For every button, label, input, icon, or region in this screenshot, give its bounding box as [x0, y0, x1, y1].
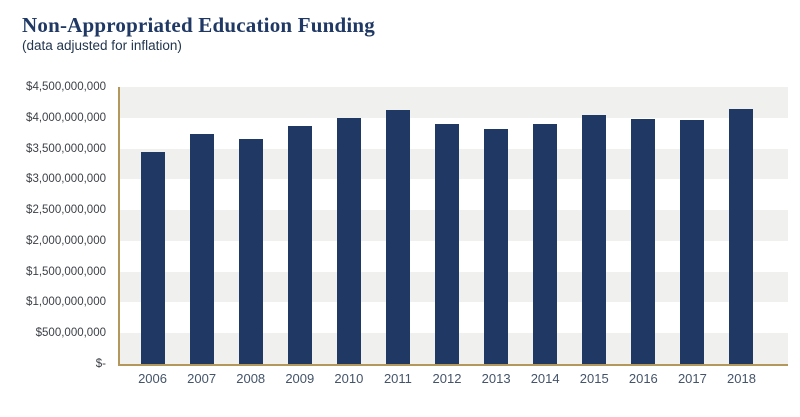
- bar-slot: [619, 87, 668, 364]
- bar-slot: [275, 87, 324, 364]
- y-tick-label: $2,000,000,000: [26, 234, 106, 247]
- bar-2008: [238, 139, 263, 364]
- chart-header: Non-Appropriated Education Funding (data…: [22, 13, 375, 54]
- x-tick-label: 2008: [236, 371, 266, 386]
- bar-2014: [533, 123, 558, 364]
- bar-2017: [680, 119, 705, 364]
- x-axis-line: [118, 364, 788, 366]
- bar-2018: [729, 109, 754, 364]
- x-tick-label: 2006: [138, 371, 167, 386]
- y-tick-label: $2,500,000,000: [26, 204, 106, 217]
- x-tick-label: 2016: [628, 371, 658, 386]
- y-tick-label: $4,500,000,000: [26, 81, 106, 93]
- bar-2012: [435, 123, 459, 364]
- chart-subtitle: (data adjusted for inflation): [22, 38, 182, 53]
- x-tick-label: 2014: [530, 371, 560, 386]
- y-tick-label: $500,000,000: [35, 327, 106, 340]
- bar-slot: [324, 87, 373, 364]
- x-tick-label: 2013: [481, 371, 511, 386]
- x-tick-label: 2007: [187, 371, 217, 386]
- chart-title: Non-Appropriated Education Funding: [22, 13, 376, 37]
- y-tick-label: $4,000,000,000: [26, 111, 106, 124]
- x-tick-label: 2012: [432, 371, 462, 386]
- y-tick-label: $3,500,000,000: [26, 142, 106, 155]
- y-axis-labels: $4,500,000,000 $4,000,000,000 $3,500,000,0…: [0, 81, 112, 370]
- bar-slot: [472, 87, 521, 364]
- plot-area: [118, 87, 788, 366]
- bar-slot: [128, 87, 177, 364]
- bar-2015: [582, 115, 607, 364]
- bar-slot: [521, 87, 570, 364]
- bar-2013: [484, 129, 509, 364]
- bar-2016: [631, 119, 656, 364]
- bar-slot: [717, 87, 766, 364]
- bar-2006: [140, 151, 165, 364]
- x-axis-labels: 2006 2007 2008 2009 2010 2011 2012 2013 2014 2015…: [128, 371, 766, 386]
- bar-2011: [385, 109, 410, 364]
- y-tick-label: $3,000,000,000: [26, 173, 106, 186]
- bar-slot: [177, 87, 226, 364]
- x-tick-label: 2017: [677, 371, 707, 386]
- x-tick-label: 2018: [727, 371, 756, 386]
- y-axis-line: [118, 87, 120, 366]
- y-tick-label: $1,000,000,000: [26, 296, 106, 309]
- bar-slot: [373, 87, 422, 364]
- y-tick-label: $-: [95, 358, 106, 370]
- bar-2007: [189, 133, 214, 364]
- bars-row: [128, 87, 766, 364]
- bar-2010: [336, 118, 361, 364]
- bar-slot: [226, 87, 275, 364]
- x-tick-label: 2011: [383, 371, 412, 386]
- bar-slot: [668, 87, 717, 364]
- x-tick-label: 2009: [285, 371, 315, 386]
- y-tick-label: $1,500,000,000: [26, 265, 106, 278]
- bar-2009: [287, 126, 312, 364]
- bar-slot: [422, 87, 471, 364]
- x-tick-label: 2010: [334, 371, 364, 386]
- bar-slot: [570, 87, 619, 364]
- grid-band: [120, 87, 788, 118]
- x-tick-label: 2015: [579, 371, 609, 386]
